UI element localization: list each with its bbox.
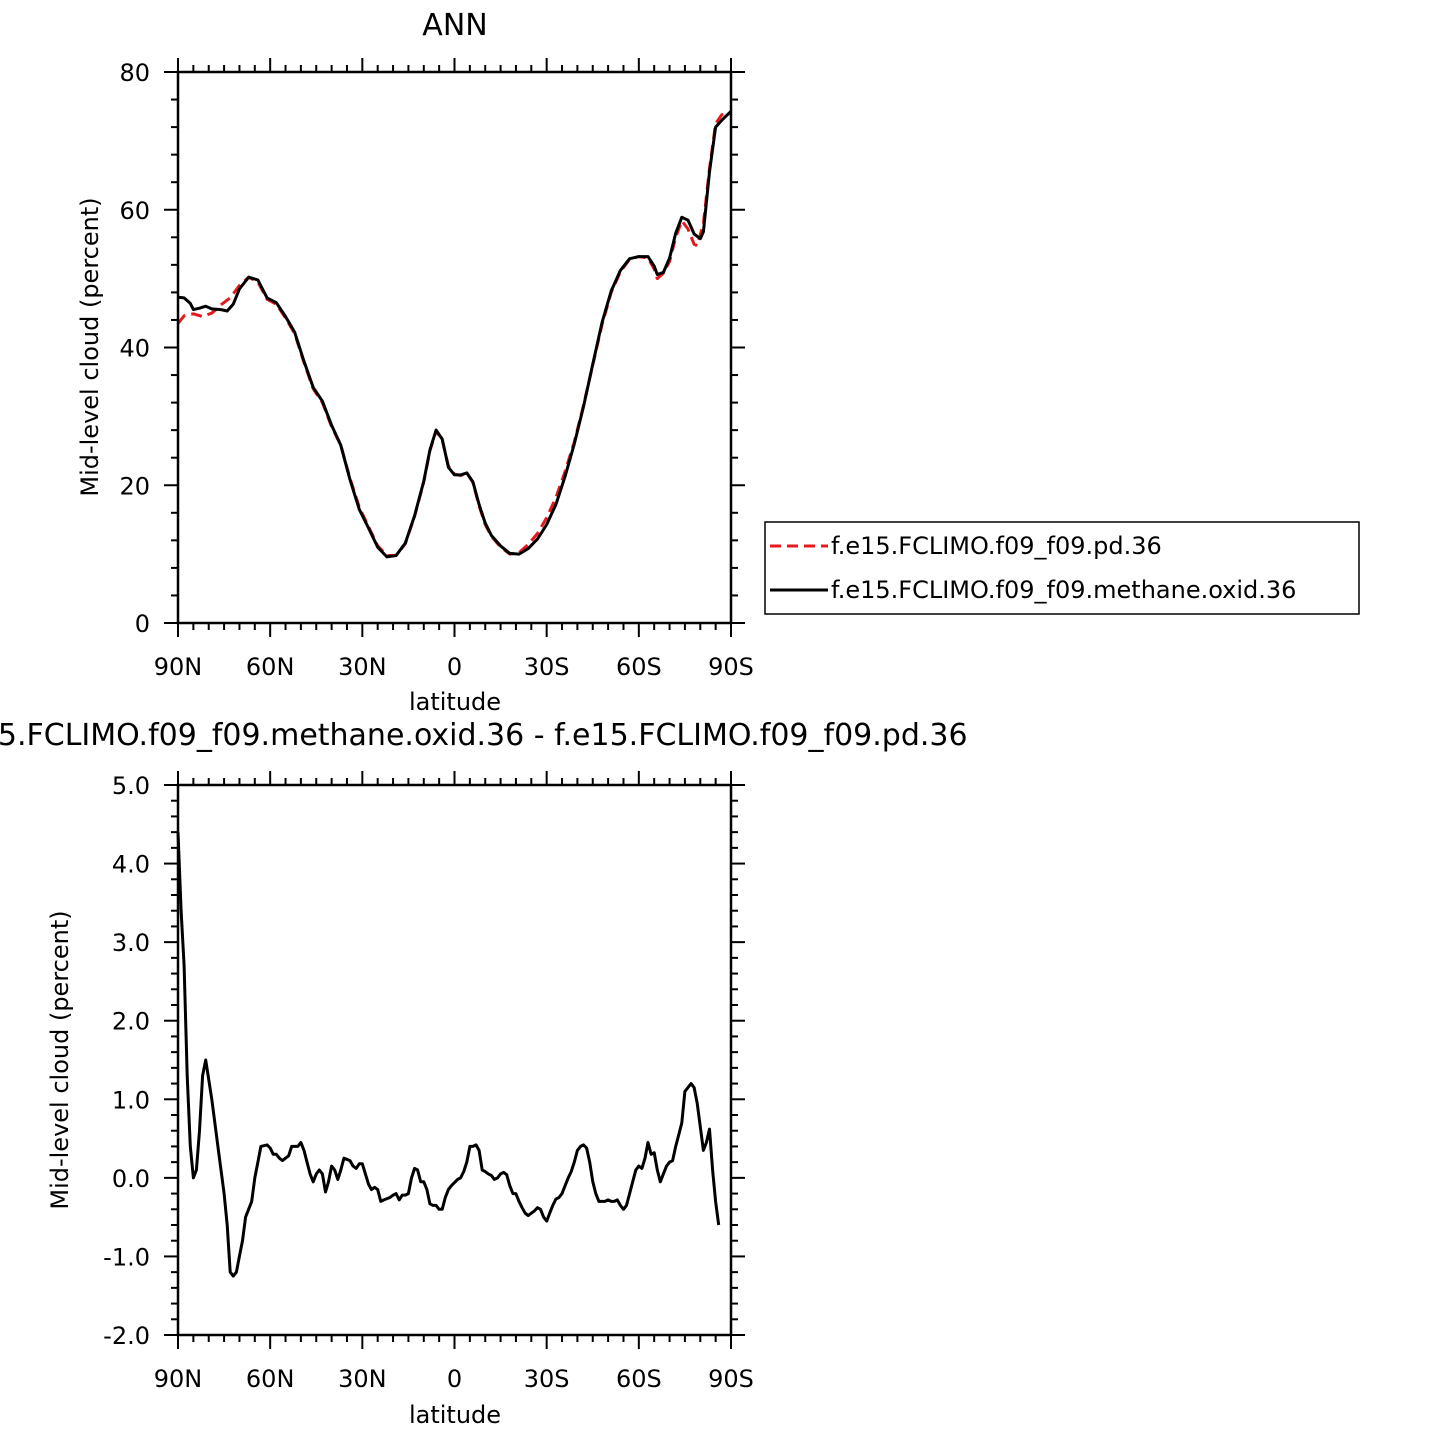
bottom-y-tick-label: 2.0 — [112, 1008, 150, 1036]
bottom-x-axis-label: latitude — [409, 1401, 501, 1429]
bottom-series-line-0 — [176, 832, 721, 1278]
top-series-line-0 — [176, 111, 732, 557]
top-panel-marks — [176, 110, 733, 559]
bottom-y-tick-label: 5.0 — [112, 772, 150, 800]
top-plot-frame — [176, 70, 733, 625]
bottom-y-tick-label: 0.0 — [112, 1165, 150, 1193]
mean-cloud-panel: ANN 90N 60N 30N 0 30S 60S 90S 0 20 40 60 80 latitud… — [76, 8, 754, 716]
bottom-x-tick-label: 90N — [154, 1365, 203, 1393]
top-y-tick-label: 0 — [135, 610, 150, 638]
bottom-y-tick-label: -1.0 — [103, 1243, 150, 1271]
top-panel-title: ANN — [422, 8, 487, 43]
top-y-tick-label: 40 — [119, 335, 150, 363]
bottom-y-tick-label: 4.0 — [112, 851, 150, 879]
top-y-axis-label: Mid-level cloud (percent) — [76, 197, 104, 496]
top-x-tick-label: 90N — [154, 653, 203, 681]
bottom-plot-frame — [176, 783, 733, 1337]
legend: f.e15.FCLIMO.f09_f09.pd.36 f.e15.FCLIMO.… — [764, 521, 1360, 615]
bottom-y-tick-label: -2.0 — [103, 1322, 150, 1350]
legend-label-pd: f.e15.FCLIMO.f09_f09.pd.36 — [831, 532, 1162, 560]
top-x-tick-label: 0 — [447, 653, 462, 681]
bottom-x-tick-label: 60N — [246, 1365, 295, 1393]
difference-panel: f.e15.FCLIMO.f09_f09.methane.oxid.36 - f… — [0, 718, 968, 1429]
bottom-y-tick-label: 1.0 — [112, 1086, 150, 1114]
bottom-panel-marks — [176, 832, 721, 1278]
legend-box — [764, 521, 1360, 615]
top-x-tick-label: 30S — [524, 653, 570, 681]
top-x-tick-label: 60N — [246, 653, 295, 681]
bottom-y-axis-label: Mid-level cloud (percent) — [46, 910, 74, 1209]
legend-label-methane: f.e15.FCLIMO.f09_f09.methane.oxid.36 — [831, 576, 1296, 604]
top-x-tick-label: 60S — [616, 653, 662, 681]
top-x-tick-label: 30N — [338, 653, 387, 681]
bottom-x-tick-label: 0 — [447, 1365, 462, 1393]
top-series-line-1 — [177, 110, 733, 559]
bottom-x-tick-label: 30S — [524, 1365, 570, 1393]
bottom-panel-title: f.e15.FCLIMO.f09_f09.methane.oxid.36 - f… — [0, 718, 968, 753]
bottom-x-tick-label: 30N — [338, 1365, 387, 1393]
top-y-tick-label: 80 — [119, 59, 150, 87]
bottom-y-tick-label: 3.0 — [112, 929, 150, 957]
bottom-x-tick-label: 60S — [616, 1365, 662, 1393]
top-y-tick-label: 60 — [119, 197, 150, 225]
top-panel-ticks: 90N 60N 30N 0 30S 60S 90S 0 20 40 60 80 — [119, 58, 754, 681]
top-y-tick-label: 20 — [119, 472, 150, 500]
bottom-x-tick-label: 90S — [708, 1365, 754, 1393]
top-x-axis-label: latitude — [409, 688, 501, 716]
bottom-panel-ticks: 90N 60N 30N 0 30S 60S 90S -2.0 -1.0 0.0 1.0 2.0 3.0 4… — [103, 771, 754, 1393]
top-x-tick-label: 90S — [708, 653, 754, 681]
